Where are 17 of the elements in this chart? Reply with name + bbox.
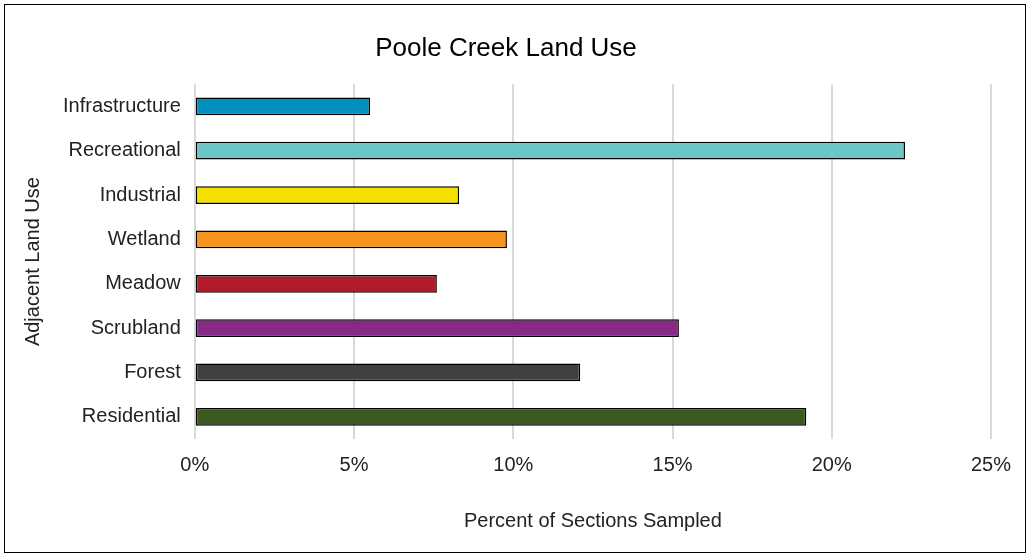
x-axis-title: Percent of Sections Sampled — [463, 508, 722, 531]
y-tick-label: Industrial — [99, 182, 181, 205]
x-tick-label: 5% — [339, 452, 369, 475]
y-tick-label: Forest — [124, 359, 182, 382]
x-tick-label: 20% — [811, 452, 852, 475]
x-tick-label: 10% — [493, 452, 534, 475]
x-tick-label: 25% — [970, 452, 1012, 475]
x-tick-label: 15% — [652, 452, 693, 475]
y-tick-label: Residential — [81, 404, 181, 427]
x-tick-label: 0% — [180, 452, 210, 475]
y-tick-label: Scrubland — [90, 315, 181, 338]
chart-title: Poole Creek Land Use — [375, 31, 637, 62]
y-tick-label: Infrastructure — [62, 93, 181, 116]
y-tick-label: Wetland — [107, 226, 181, 249]
y-tick-label: Recreational — [68, 138, 181, 161]
y-axis-title: Adjacent Land Use — [20, 177, 43, 347]
y-tick-label: Meadow — [105, 271, 182, 294]
